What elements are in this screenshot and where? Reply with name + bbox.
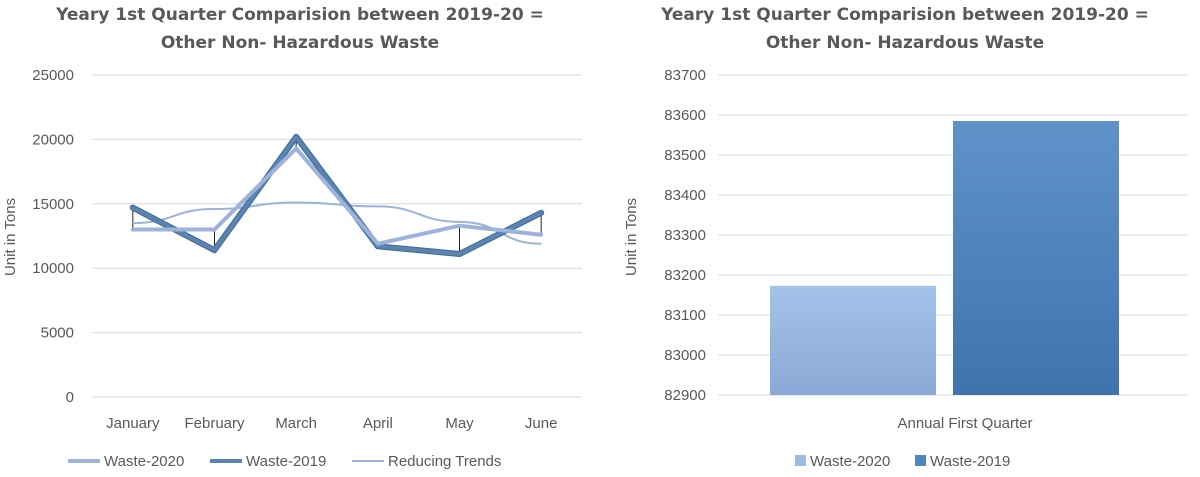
left-y-ticks: 0 5000 10000 15000 20000 25000: [32, 67, 74, 406]
right-y-tick-label: 83000: [664, 347, 706, 364]
left-series-line-waste-2019: [130, 134, 544, 257]
bar-waste-2020: [770, 285, 936, 395]
legend-waste-2020-swatch: [795, 455, 806, 466]
left-y-tick-label: 0: [66, 389, 74, 406]
legend-reducing-trends-label: Reducing Trends: [388, 453, 501, 470]
right-y-tick-label: 83700: [664, 67, 706, 84]
right-y-tick-label: 83600: [664, 107, 706, 124]
left-x-tick-label: May: [445, 415, 474, 432]
legend-waste-2019-label: Waste-2019: [246, 453, 326, 470]
left-series-line-waste-2020: [130, 146, 544, 246]
right-x-tick-label: Annual First Quarter: [897, 415, 1032, 432]
left-chart-title-line2: Other Non- Hazardous Waste: [161, 33, 439, 53]
left-x-tick-label: February: [184, 415, 245, 432]
right-bars: [770, 121, 1119, 395]
left-trend-line: [132, 201, 542, 245]
right-y-tick-label: 83300: [664, 227, 706, 244]
left-series-lines: [129, 133, 545, 258]
right-y-tick-label: 83200: [664, 267, 706, 284]
left-x-tick-label: April: [363, 415, 393, 432]
legend-waste-2020-label: Waste-2020: [104, 453, 184, 470]
right-y-ticks: 82900 83000 83100 83200 83300 83400 83500 83600…: [664, 67, 706, 404]
right-chart-title-line1: Yeary 1st Quarter Comparision between 20…: [660, 5, 1149, 25]
legend-waste-2019-label: Waste-2019: [930, 453, 1010, 470]
right-legend: Waste-2020 Waste-2019: [795, 453, 1010, 470]
left-x-tick-label: June: [525, 415, 558, 432]
bar-waste-2019: [953, 121, 1119, 395]
left-y-tick-label: 10000: [32, 260, 74, 277]
right-y-tick-label: 83100: [664, 307, 706, 324]
right-y-tick-label: 83500: [664, 147, 706, 164]
legend-waste-2020-label: Waste-2020: [810, 453, 890, 470]
left-y-axis-label: Unit in Tons: [2, 198, 19, 276]
left-gridlines: [92, 74, 582, 398]
right-x-ticks: Annual First Quarter: [897, 415, 1032, 432]
right-y-tick-label: 82900: [664, 387, 706, 404]
right-y-axis-label: Unit in Tons: [623, 198, 640, 276]
left-x-ticks: January February March April May June: [106, 415, 557, 432]
right-y-tick-label: 83400: [664, 187, 706, 204]
legend-waste-2019-swatch: [915, 455, 926, 466]
left-chart-title-line1: Yeary 1st Quarter Comparision between 20…: [55, 5, 544, 25]
left-legend: Waste-2020 Waste-2019 Reducing Trends: [68, 453, 501, 470]
left-y-tick-label: 20000: [32, 131, 74, 148]
left-x-tick-label: January: [106, 415, 160, 432]
left-y-tick-label: 15000: [32, 196, 74, 213]
left-y-tick-label: 5000: [41, 325, 74, 342]
left-x-tick-label: March: [275, 415, 317, 432]
left-y-tick-label: 25000: [32, 67, 74, 84]
right-chart-title-line2: Other Non- Hazardous Waste: [766, 33, 1044, 53]
